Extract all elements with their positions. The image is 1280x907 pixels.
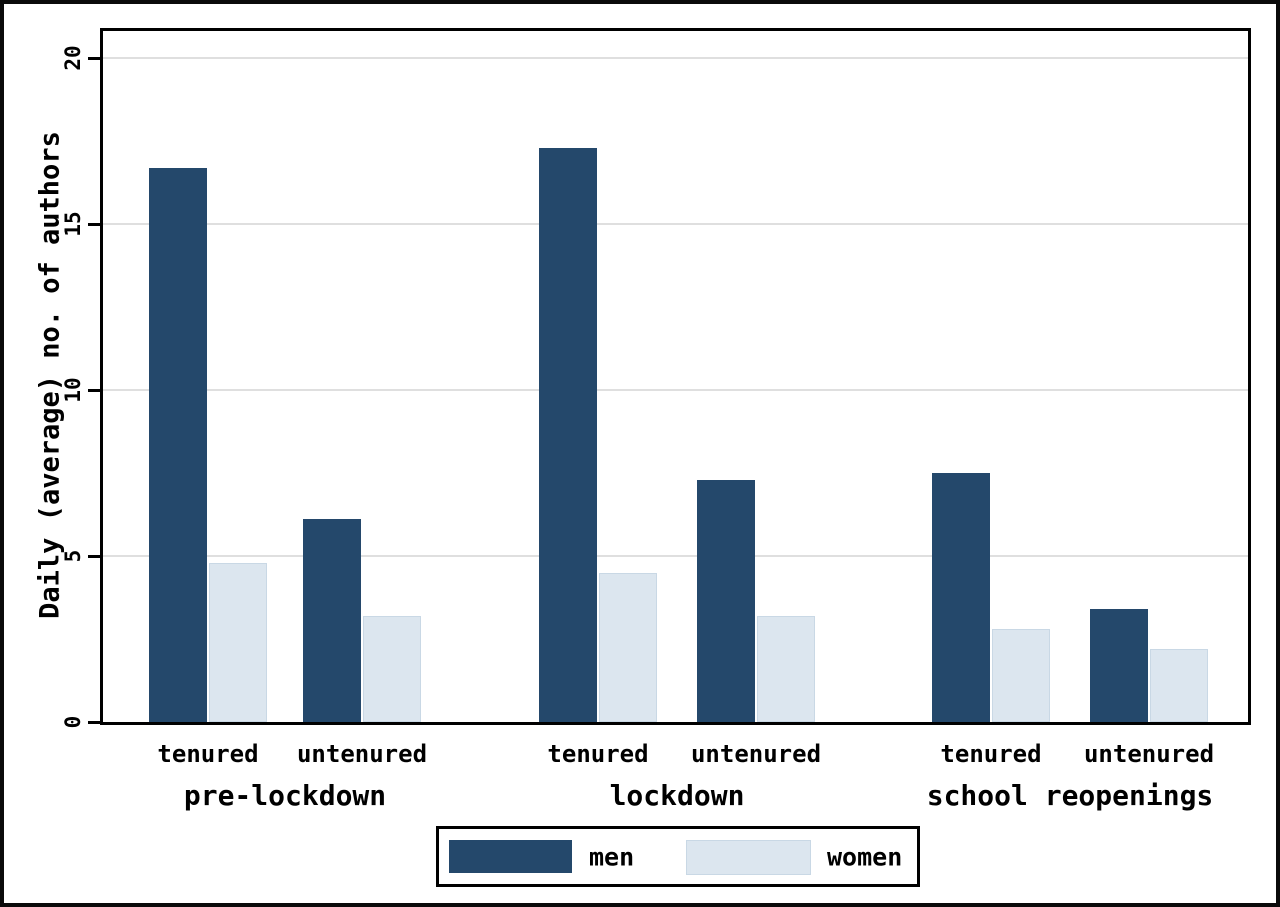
x-category-label-lockdown-tenured: tenured xyxy=(547,740,649,768)
x-category-label-lockdown-untenured: untenured xyxy=(690,740,822,768)
y-tick-mark-0 xyxy=(88,721,100,724)
plot-area xyxy=(100,28,1251,725)
legend-swatch-men xyxy=(449,840,572,873)
y-tick-label-0: 0 xyxy=(61,715,85,729)
y-tick-label-15: 15 xyxy=(61,211,85,237)
bar-men-pre-lockdown-tenured xyxy=(149,167,207,722)
bar-women-school-reopenings-untenured xyxy=(1150,648,1208,722)
x-category-label-pre-lockdown-untenured: untenured xyxy=(296,740,428,768)
gridline-y-15 xyxy=(103,222,1248,225)
bar-women-school-reopenings-tenured xyxy=(992,629,1050,722)
bar-men-lockdown-tenured xyxy=(539,147,597,722)
y-axis-title: Daily (average) no. of authors xyxy=(34,131,66,619)
y-tick-mark-20 xyxy=(88,56,100,60)
bar-men-pre-lockdown-untenured xyxy=(303,519,361,722)
legend-label-men: men xyxy=(589,842,635,871)
bar-men-school-reopenings-untenured xyxy=(1090,609,1148,722)
x-category-label-pre-lockdown-tenured: tenured xyxy=(157,740,259,768)
bar-men-school-reopenings-tenured xyxy=(932,473,990,722)
y-tick-label-10: 10 xyxy=(61,377,85,403)
bar-women-pre-lockdown-untenured xyxy=(363,615,421,722)
bar-women-pre-lockdown-tenured xyxy=(209,562,267,722)
gridline-y-10 xyxy=(103,388,1248,391)
x-group-label-school-reopenings: school reopenings xyxy=(926,779,1214,812)
y-tick-label-20: 20 xyxy=(61,45,85,71)
x-group-label-pre-lockdown: pre-lockdown xyxy=(183,779,387,812)
gridline-y-20 xyxy=(103,56,1248,59)
x-category-label-school-reopenings-untenured: untenured xyxy=(1083,740,1215,768)
y-tick-mark-5 xyxy=(88,554,100,558)
bar-women-lockdown-tenured xyxy=(599,572,657,722)
y-tick-mark-10 xyxy=(88,388,100,392)
legend-swatch-women xyxy=(686,840,811,875)
legend: men women xyxy=(436,826,920,887)
bar-men-lockdown-untenured xyxy=(697,479,755,722)
gridline-y-5 xyxy=(103,554,1248,557)
x-category-label-school-reopenings-tenured: tenured xyxy=(940,740,1042,768)
legend-label-women: women xyxy=(827,842,903,871)
y-tick-mark-15 xyxy=(88,222,100,226)
y-tick-label-5: 5 xyxy=(61,549,85,563)
bar-women-lockdown-untenured xyxy=(757,615,815,722)
x-group-label-lockdown: lockdown xyxy=(609,779,745,812)
